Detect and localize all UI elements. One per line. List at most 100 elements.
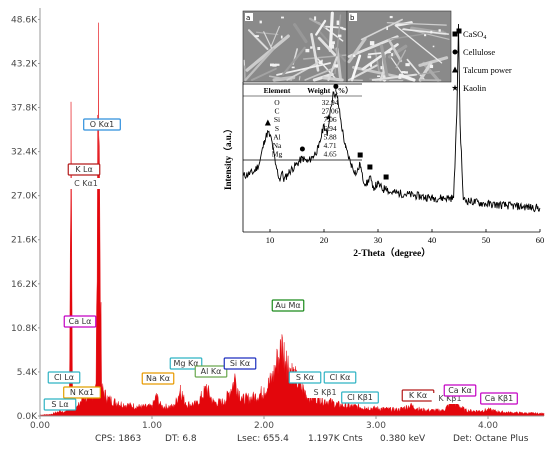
crystal-speck <box>389 15 393 19</box>
crystal-speck <box>438 29 441 32</box>
peak-label-box <box>63 386 101 399</box>
eds-y-tick-label: 21.6K <box>11 236 38 246</box>
circle-marker <box>333 83 339 89</box>
peak-label: S Kα <box>296 373 314 382</box>
fiber-strand <box>379 44 390 82</box>
micrograph-b-letter: b <box>350 14 355 22</box>
peak-label-box <box>63 315 97 328</box>
triangle-marker <box>264 119 271 126</box>
crystal-speck <box>391 53 393 57</box>
fiber-strand <box>341 27 347 31</box>
crystal-speck <box>330 44 334 49</box>
peak-label-box <box>141 372 175 385</box>
crystal-speck <box>401 71 406 74</box>
crystal-speck <box>337 34 342 38</box>
xrd-phase-markers <box>264 28 462 180</box>
xrd-x-tick-label: 30 <box>374 235 383 245</box>
fiber-strand <box>334 14 342 75</box>
fiber-strand <box>394 24 443 64</box>
crystal-speck <box>367 55 372 59</box>
sem-micrograph-b: b <box>346 10 452 83</box>
xrd-x-tick-label: 40 <box>428 235 437 245</box>
fiber-strand <box>347 37 367 64</box>
fiber-strand <box>418 56 449 67</box>
status-dt: DT: 6.8 <box>165 434 197 444</box>
peak-label: O Kα1 <box>90 120 114 129</box>
fiber-strand <box>402 28 450 35</box>
table-cell-weight: 5.88 <box>323 132 336 141</box>
crystal-speck <box>259 20 262 24</box>
fiber-strand <box>251 67 277 81</box>
legend-label: Cellulose <box>463 47 495 57</box>
peak-label-box <box>169 357 203 370</box>
fiber-strand <box>328 11 334 52</box>
table-cell-weight: 4.71 <box>323 141 336 150</box>
table-cell-element: Al <box>273 132 281 141</box>
crystal-speck <box>424 34 427 37</box>
status-kev: 0.380 keV <box>380 434 426 444</box>
table-cell-weight: 4.65 <box>323 150 336 159</box>
peak-label: Cl Kβ1 <box>347 393 373 402</box>
sem-micrograph-a: a <box>242 10 348 83</box>
table-cell-element: O <box>274 98 280 107</box>
peak-label-box <box>271 299 305 312</box>
fiber-strand <box>371 73 418 82</box>
fiber-strand <box>244 47 275 82</box>
status-detector: Det: Octane Plus <box>453 434 529 444</box>
peak-label: N Kα1 <box>70 388 94 397</box>
table-cell-weight: 32.94 <box>322 98 339 107</box>
crystal-speck <box>275 63 280 66</box>
peak-label-box <box>83 118 121 131</box>
peak-label-box <box>341 391 379 404</box>
peak-label: Cl Kα <box>330 373 351 382</box>
peak-label: Ca Kβ1 <box>485 394 513 403</box>
peak-label-box <box>67 178 105 189</box>
peak-label-box <box>223 357 257 370</box>
square-marker <box>452 31 458 37</box>
crystal-speck <box>386 26 388 31</box>
table-cell-element: C <box>274 107 279 116</box>
eds-y-tick-label: 43.2K <box>11 59 38 69</box>
eds-x-tick-label: 1.00 <box>142 421 162 431</box>
crystal-speck <box>318 60 323 65</box>
xrd-pattern-line <box>242 23 541 213</box>
peak-label: Cl Lα <box>54 373 74 382</box>
peak-label: C Kα1 <box>74 179 98 188</box>
table-header-element: Element <box>264 86 291 95</box>
peak-label-box <box>480 392 518 405</box>
crystal-speck <box>430 30 433 34</box>
crystal-speck <box>314 16 317 21</box>
peak-label-box <box>323 371 357 384</box>
square-marker <box>367 164 373 170</box>
fiber-strand <box>293 23 308 44</box>
fiber-strand <box>315 19 327 36</box>
eds-x-tick-label: 2.00 <box>254 421 274 431</box>
crystal-speck <box>330 41 335 45</box>
micrograph-b-texture <box>347 15 450 82</box>
crystal-speck <box>429 64 434 69</box>
xrd-y-axis-label: Intensity（a.u.） <box>223 124 233 190</box>
peak-label: Al Kα <box>201 367 222 376</box>
circle-marker <box>299 146 305 152</box>
crystal-speck <box>272 63 277 67</box>
eds-y-tick-label: 48.6K <box>11 15 38 25</box>
fiber-strand <box>386 22 447 26</box>
crystal-speck <box>403 71 408 74</box>
legend-label: Kaolin <box>463 83 487 93</box>
peak-label: Na Kα <box>146 374 170 383</box>
crystal-speck <box>305 48 310 53</box>
peak-label-box <box>43 398 77 411</box>
xrd-legend: CaSO4 Cellulose Talcum power Kaolin <box>451 29 512 93</box>
triangle-marker <box>452 66 458 73</box>
fiber-strand <box>418 61 433 82</box>
crystal-speck <box>369 63 372 67</box>
peak-label-box <box>194 365 228 378</box>
fiber-strand <box>398 73 416 82</box>
crystal-speck <box>336 20 340 25</box>
square-marker <box>383 174 389 180</box>
fiber-strand <box>422 61 440 82</box>
star-marker <box>451 84 459 91</box>
eds-y-tick-label: 37.8K <box>11 104 38 114</box>
